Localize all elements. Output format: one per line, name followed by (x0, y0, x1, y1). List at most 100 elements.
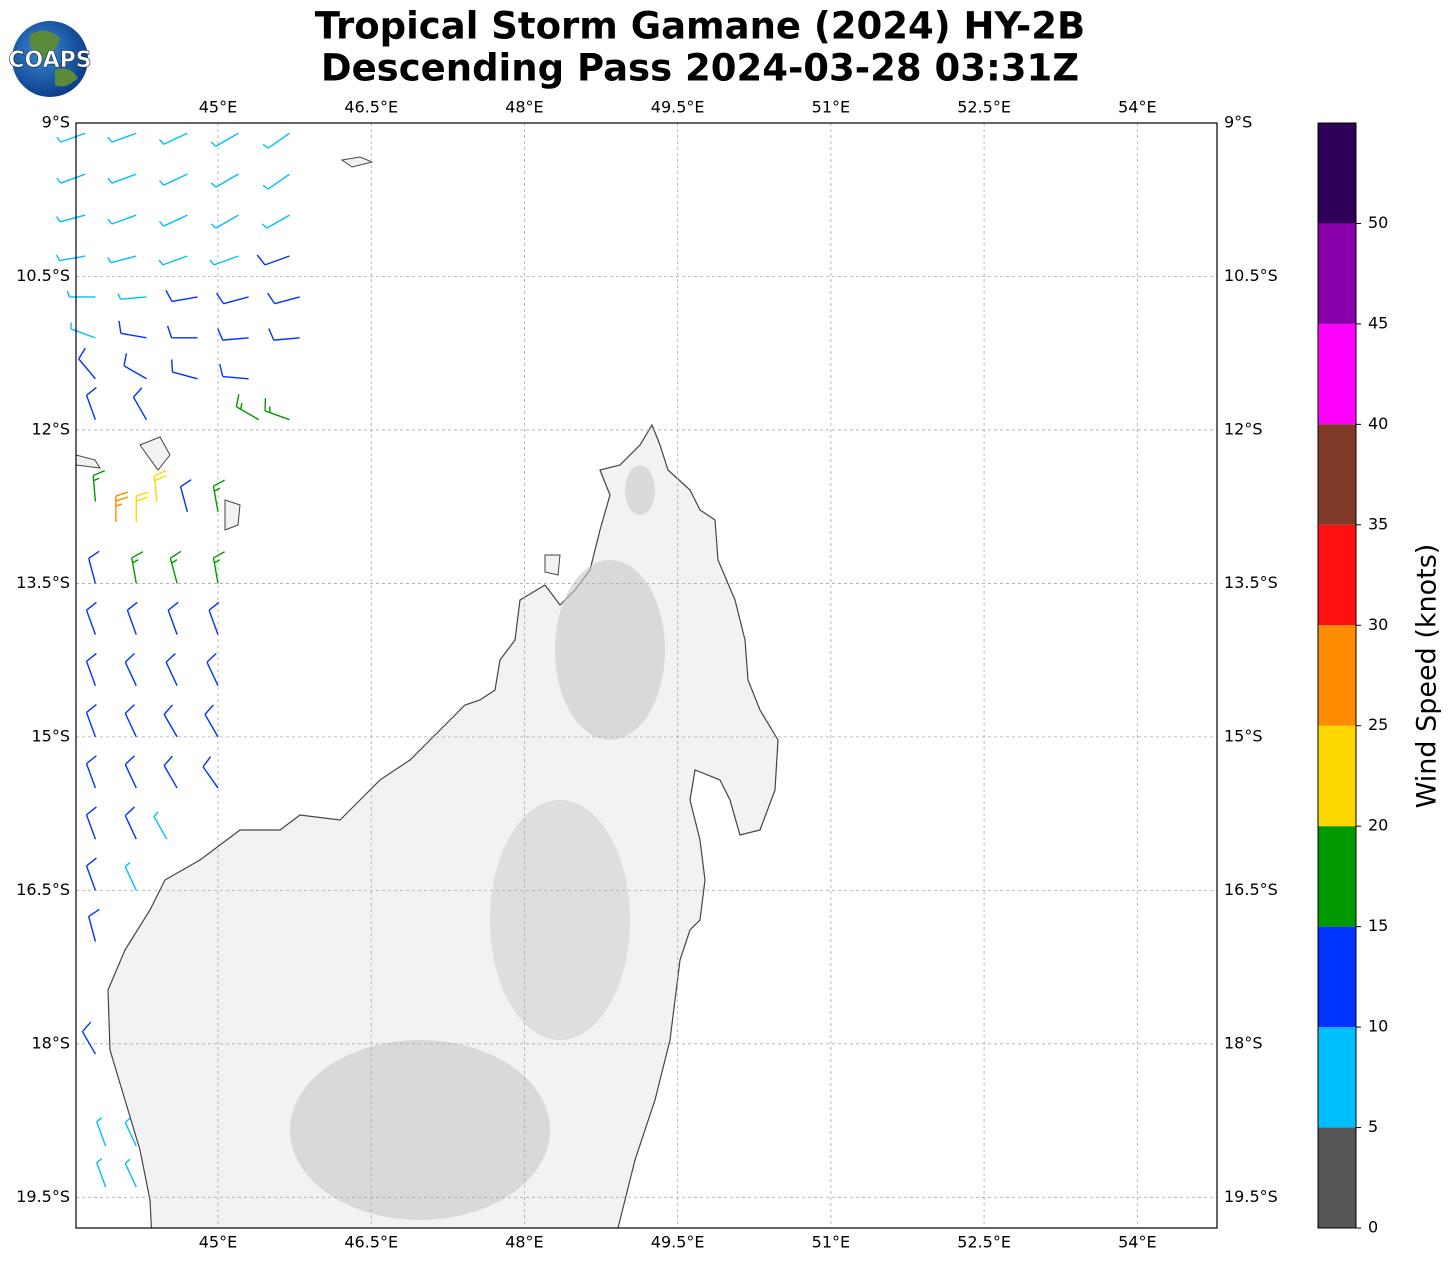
wind-barb (261, 214, 290, 229)
wind-barb (209, 255, 239, 266)
logo-text: COAPS (8, 48, 91, 73)
lon-tick-label: 54°E (1118, 98, 1156, 117)
wind-barb (124, 806, 137, 840)
wind-barb (158, 255, 188, 266)
wind-barb (85, 857, 97, 891)
wind-barb (262, 132, 290, 149)
lat-tick-label: 13.5°S (1224, 573, 1278, 592)
wind-barb (165, 289, 198, 303)
colorbar-frame (1317, 122, 1357, 1229)
wind-barb (123, 353, 147, 380)
colorbar-tick-label: 35 (1368, 514, 1388, 533)
lat-tick-label: 19.5°S (16, 1187, 70, 1206)
colorbar-segment (1318, 524, 1356, 626)
wind-barb (256, 254, 290, 266)
wind-barb (212, 551, 225, 584)
logo: COAPS (8, 21, 92, 97)
lon-tick-label: 51°E (812, 1233, 850, 1252)
wind-barb (204, 704, 219, 738)
colorbar-segment (1318, 1027, 1356, 1128)
lat-tick-label: 9°S (1224, 113, 1252, 132)
wind-barb (235, 394, 260, 421)
wind-barb (158, 173, 188, 186)
wind-barb (202, 756, 219, 789)
lon-tick-label: 48°E (505, 1233, 543, 1252)
wind-barb (78, 347, 96, 380)
lat-tick-label: 15°S (31, 726, 70, 745)
wind-barb (107, 214, 137, 225)
wind-barb (124, 861, 137, 891)
lon-tick-label: 45°E (199, 98, 237, 117)
wind-barb (170, 359, 198, 380)
wind-barb (131, 551, 144, 584)
wind-barb (85, 704, 97, 738)
wind-barb (158, 132, 188, 145)
wind-barb (167, 601, 179, 635)
wind-barb (166, 325, 198, 339)
lon-tick-label: 45°E (199, 1233, 237, 1252)
wind-barb (66, 290, 96, 298)
wind-barb (56, 132, 86, 143)
lon-tick-label: 51°E (812, 98, 850, 117)
lat-tick-label: 10.5°S (1224, 266, 1278, 285)
lat-tick-label: 18°S (31, 1033, 70, 1052)
wind-barb (124, 704, 137, 738)
lon-tick-label: 49.5°E (651, 98, 705, 117)
wind-barb (85, 652, 97, 686)
wind-barb (210, 214, 239, 229)
colorbar-tick-label: 5 (1368, 1117, 1378, 1136)
wind-barb (268, 328, 300, 341)
wind-barb (163, 704, 178, 738)
lon-tick-label: 46.5°E (344, 98, 398, 117)
wind-barb (210, 173, 239, 188)
wind-barb (208, 601, 220, 635)
lat-tick-label: 9°S (42, 113, 70, 132)
lon-tick-label: 46.5°E (344, 1233, 398, 1252)
colorbar-segment (1318, 926, 1356, 1028)
wind-barb (212, 479, 225, 512)
wind-barb (179, 479, 192, 512)
wind-barb (132, 387, 148, 421)
wind-barb (107, 255, 137, 264)
wind-barb (124, 755, 137, 789)
colorbar-segment (1318, 1127, 1356, 1228)
colorbar-segment (1318, 323, 1356, 425)
wind-barb (206, 652, 219, 687)
wind-barb (267, 292, 300, 305)
colorbar-segment (1318, 223, 1356, 324)
wind-barb (169, 550, 182, 584)
wind-barb (88, 550, 100, 584)
colorbar-tick-label: 40 (1368, 414, 1388, 433)
colorbar-tick-label: 45 (1368, 313, 1388, 332)
wind-barb (88, 908, 100, 942)
colorbar-tick-label: 0 (1368, 1218, 1378, 1237)
lat-tick-label: 16.5°S (1224, 880, 1278, 899)
wind-barb (217, 328, 249, 341)
lat-tick-label: 13.5°S (16, 573, 70, 592)
wind-barb (219, 364, 249, 380)
lon-tick-label: 52.5°E (957, 98, 1011, 117)
wind-barb (126, 601, 138, 635)
wind-barb (85, 601, 97, 635)
wind-barb (56, 173, 86, 184)
wind-barb (124, 1117, 137, 1147)
map-frame (75, 122, 1218, 1229)
lon-tick-label: 48°E (505, 98, 543, 117)
colorbar-segment (1318, 123, 1356, 224)
wind-barb (165, 652, 178, 687)
wind-barb (163, 755, 178, 789)
wind-barb (264, 398, 290, 421)
title-line: Descending Pass 2024-03-28 03:31Z (321, 47, 1079, 90)
wind-barb (118, 320, 147, 339)
lat-tick-label: 15°S (1224, 726, 1263, 745)
wind-barb (124, 652, 137, 687)
lon-tick-label: 49.5°E (651, 1233, 705, 1252)
wind-barb (107, 173, 137, 184)
wind-barb (124, 1158, 137, 1188)
lon-tick-label: 52.5°E (957, 1233, 1011, 1252)
wind-barb (153, 811, 168, 840)
lat-tick-label: 16.5°S (16, 880, 70, 899)
title-line: Tropical Storm Gamane (2024) HY-2B (315, 5, 1085, 48)
colorbar-segment (1318, 725, 1356, 827)
